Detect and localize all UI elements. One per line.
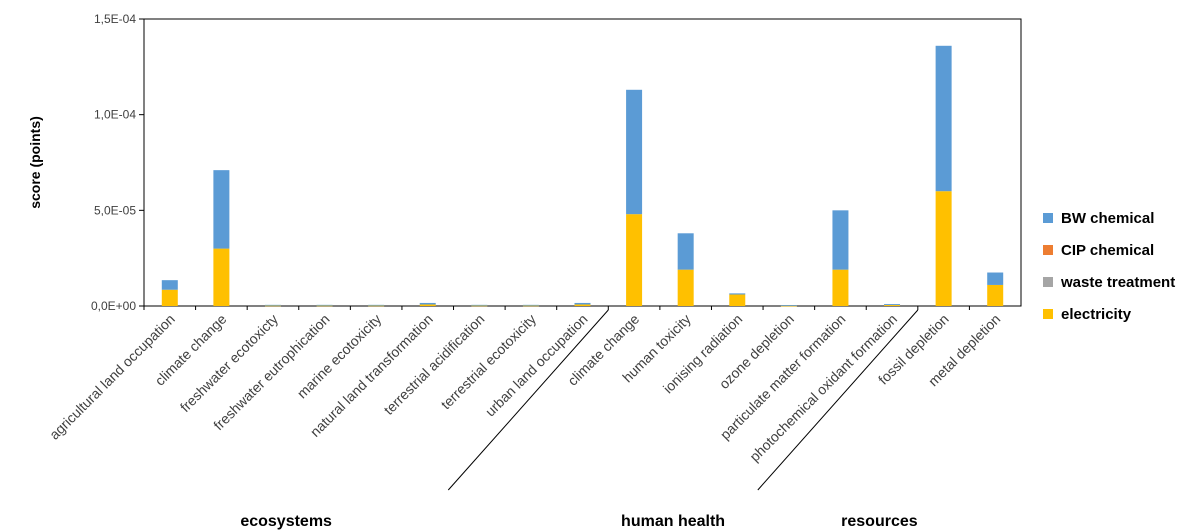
x-category-label: freshwater ecotoxicty [177, 311, 281, 415]
bar-segment [729, 294, 746, 306]
bar-segment [522, 305, 539, 307]
bar-segment [780, 305, 797, 307]
group-separator [757, 309, 919, 491]
legend-item-cip-chemical: CIP chemical [1043, 241, 1175, 259]
group-separator [447, 309, 609, 491]
legend-item-waste-treatment: waste treatment [1043, 273, 1176, 291]
bar-segment [471, 304, 488, 306]
x-category-label: urban land occupation [482, 311, 591, 420]
legend: BW chemical CIP chemical waste treatment… [1043, 210, 1175, 338]
legend-label-cip-chemical: CIP chemical [1061, 241, 1155, 259]
legend-label-bw-chemical: BW chemical [1061, 209, 1155, 227]
bar-segment [264, 305, 281, 307]
bar-segment [832, 269, 849, 306]
bar-segment [935, 191, 952, 306]
x-category-label: terrestrial ecotoxicity [437, 311, 539, 413]
bar-segment [574, 304, 591, 306]
group-label: human health [621, 513, 725, 530]
bar-segment [729, 293, 746, 295]
y-axis-label: score (points) [27, 116, 43, 209]
group-label: ecosystems [240, 513, 332, 530]
bar-segment [161, 280, 178, 290]
legend-item-bw-chemical: BW chemical [1043, 209, 1175, 227]
y-tick-label: 0,0E+00 [91, 299, 136, 313]
bar-segment [419, 302, 436, 305]
bar-segment [935, 45, 952, 192]
bar-segment [780, 305, 797, 306]
bar-segment [471, 305, 488, 307]
legend-label-waste-treatment: waste treatment [1061, 273, 1176, 291]
bar-segment [368, 304, 385, 306]
bar-segment [161, 289, 178, 306]
y-tick-label: 1,5E-04 [94, 12, 136, 26]
bar-segment [574, 302, 591, 305]
bar-segment [677, 269, 694, 306]
bar-segment [368, 305, 385, 307]
bar-segment [264, 304, 281, 306]
legend-swatch-cip-chemical [1043, 245, 1053, 255]
bar-segment [987, 272, 1004, 285]
bar-segment [316, 304, 333, 306]
bar-segment [213, 248, 230, 306]
bar-segment [419, 304, 436, 306]
plot-area: 0,0E+00 5,0E-05 1,0E-04 1,5E-04 score (point… [27, 12, 1022, 530]
bar-segment [884, 305, 901, 306]
bar-segment [987, 284, 1004, 306]
y-tick-label: 5,0E-05 [94, 203, 136, 217]
bar-segment [677, 233, 694, 270]
bar-segment [626, 89, 643, 215]
x-category-label: terrestrial acidification [380, 311, 487, 418]
legend-swatch-electricity [1043, 309, 1053, 319]
y-tick-label: 1,0E-04 [94, 108, 136, 122]
group-label: resources [841, 513, 918, 530]
legend-swatch-waste-treatment [1043, 277, 1053, 287]
bar-segment [522, 304, 539, 306]
bar-segment [316, 305, 333, 307]
legend-label-electricity: electricity [1061, 305, 1132, 323]
legend-swatch-bw-chemical [1043, 213, 1053, 223]
legend-item-electricity: electricity [1043, 305, 1175, 323]
plot-frame [143, 18, 1022, 307]
bar-segment [626, 214, 643, 306]
bar-segment [832, 210, 849, 270]
bar-segment [884, 304, 901, 306]
bar-segment [213, 170, 230, 249]
